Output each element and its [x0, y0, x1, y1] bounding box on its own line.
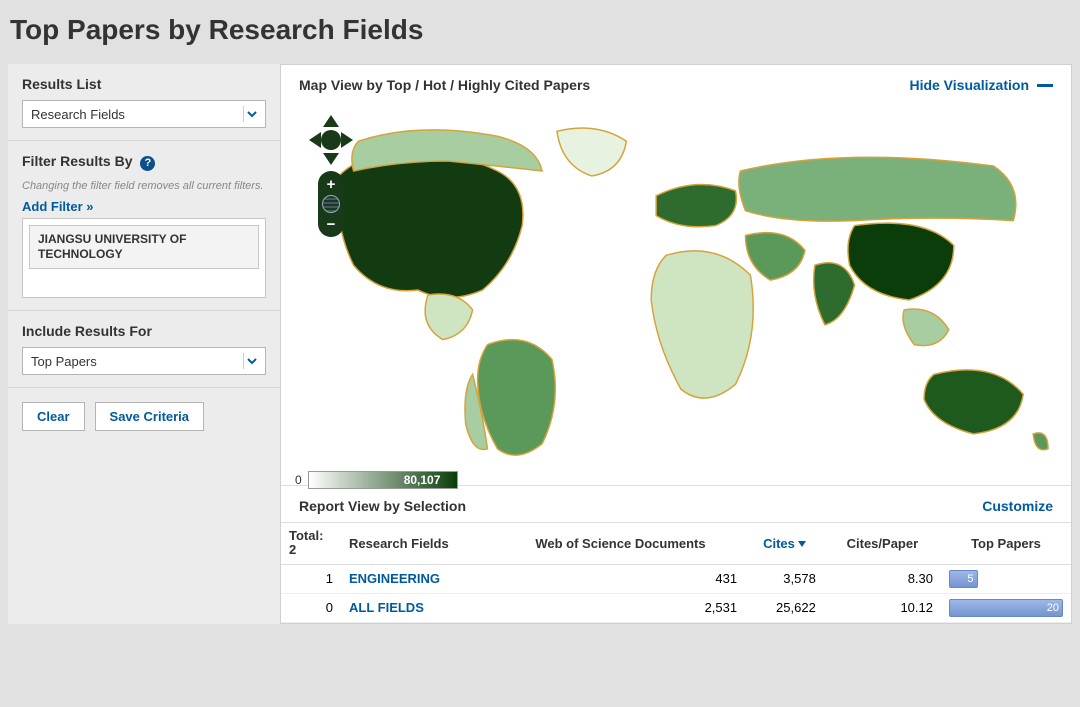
- col-cites-per-paper[interactable]: Cites/Paper: [824, 523, 941, 565]
- zoom-out-button[interactable]: −: [321, 215, 341, 233]
- table-row[interactable]: 1ENGINEERING4313,5788.305: [281, 564, 1071, 593]
- country-russia[interactable]: [739, 157, 1016, 221]
- country-australia[interactable]: [924, 370, 1023, 434]
- world-map[interactable]: [299, 105, 1053, 485]
- row-index: 1: [281, 564, 341, 593]
- row-index: 0: [281, 593, 341, 622]
- filter-chip-box: JIANGSU UNIVERSITY OF TECHNOLOGY: [22, 218, 266, 298]
- col-cites[interactable]: Cites: [745, 523, 824, 565]
- zoom-in-button[interactable]: +: [321, 175, 341, 193]
- map-legend: 0 80,107: [295, 471, 500, 489]
- report-table: Total: 2 Research Fields Web of Science …: [281, 522, 1071, 623]
- col-top-papers[interactable]: Top Papers: [941, 523, 1071, 565]
- row-docs: 2,531: [496, 593, 745, 622]
- include-heading: Include Results For: [22, 323, 266, 339]
- country-seasia[interactable]: [903, 309, 949, 346]
- country-mexico[interactable]: [425, 294, 472, 340]
- row-name[interactable]: ENGINEERING: [341, 564, 496, 593]
- col-research-fields[interactable]: Research Fields: [341, 523, 496, 565]
- report-header: Report View by Selection Customize: [281, 485, 1071, 522]
- country-nz[interactable]: [1033, 433, 1048, 450]
- col-wos-docs[interactable]: Web of Science Documents: [496, 523, 745, 565]
- chevron-down-icon: [243, 106, 259, 122]
- country-europe-west[interactable]: [656, 184, 736, 226]
- main-panel: Map View by Top / Hot / Highly Cited Pap…: [280, 64, 1072, 624]
- row-bar-cell: 20: [941, 593, 1071, 622]
- results-list-heading: Results List: [22, 76, 266, 92]
- pan-center-button[interactable]: [321, 130, 341, 150]
- row-docs: 431: [496, 564, 745, 593]
- country-usa[interactable]: [338, 150, 523, 297]
- row-cites: 3,578: [745, 564, 824, 593]
- country-china[interactable]: [848, 223, 954, 300]
- pan-left-button[interactable]: [309, 132, 321, 148]
- legend-min: 0: [295, 473, 302, 487]
- country-middle-east[interactable]: [745, 233, 805, 280]
- results-list-value: Research Fields: [31, 107, 125, 122]
- report-title: Report View by Selection: [299, 498, 466, 514]
- help-icon[interactable]: ?: [140, 156, 155, 171]
- page-title: Top Papers by Research Fields: [0, 0, 1080, 64]
- map-controls: + −: [309, 115, 353, 237]
- table-row[interactable]: 0ALL FIELDS2,53125,62210.1220: [281, 593, 1071, 622]
- zoom-control: + −: [318, 171, 344, 237]
- legend-max: 80,107: [404, 473, 441, 487]
- button-row: Clear Save Criteria: [8, 388, 280, 445]
- add-filter-link[interactable]: Add Filter »: [22, 199, 266, 214]
- include-value: Top Papers: [31, 354, 97, 369]
- pan-down-button[interactable]: [323, 153, 339, 165]
- include-dropdown[interactable]: Top Papers: [22, 347, 266, 375]
- total-header: Total: 2: [281, 523, 341, 565]
- row-name[interactable]: ALL FIELDS: [341, 593, 496, 622]
- pan-control: [309, 115, 353, 165]
- chevron-down-icon: [243, 353, 259, 369]
- sidebar: Results List Research Fields Filter Resu…: [8, 64, 280, 624]
- include-section: Include Results For Top Papers: [8, 311, 280, 388]
- country-india[interactable]: [814, 263, 855, 325]
- results-list-section: Results List Research Fields: [8, 64, 280, 141]
- customize-link[interactable]: Customize: [982, 498, 1053, 514]
- filter-hint: Changing the filter field removes all cu…: [22, 179, 266, 193]
- country-brazil[interactable]: [478, 340, 556, 456]
- map-header: Map View by Top / Hot / Highly Cited Pap…: [281, 65, 1071, 105]
- filter-heading: Filter Results By ?: [22, 153, 266, 171]
- hide-visualization-link[interactable]: Hide Visualization: [909, 77, 1053, 93]
- row-cpp: 8.30: [824, 564, 941, 593]
- clear-button[interactable]: Clear: [22, 402, 85, 431]
- pan-right-button[interactable]: [341, 132, 353, 148]
- globe-icon[interactable]: [322, 195, 340, 213]
- row-cites: 25,622: [745, 593, 824, 622]
- map-area[interactable]: + − 0 80,107: [281, 105, 1071, 485]
- country-africa[interactable]: [651, 251, 753, 398]
- pan-up-button[interactable]: [323, 115, 339, 127]
- save-criteria-button[interactable]: Save Criteria: [95, 402, 205, 431]
- map-title: Map View by Top / Hot / Highly Cited Pap…: [299, 77, 590, 93]
- filter-section: Filter Results By ? Changing the filter …: [8, 141, 280, 311]
- results-list-dropdown[interactable]: Research Fields: [22, 100, 266, 128]
- filter-chip[interactable]: JIANGSU UNIVERSITY OF TECHNOLOGY: [29, 225, 259, 269]
- row-bar-cell: 5: [941, 564, 1071, 593]
- sort-desc-icon: [798, 541, 806, 547]
- minus-icon: [1037, 84, 1053, 87]
- country-greenland[interactable]: [557, 128, 626, 176]
- row-cpp: 10.12: [824, 593, 941, 622]
